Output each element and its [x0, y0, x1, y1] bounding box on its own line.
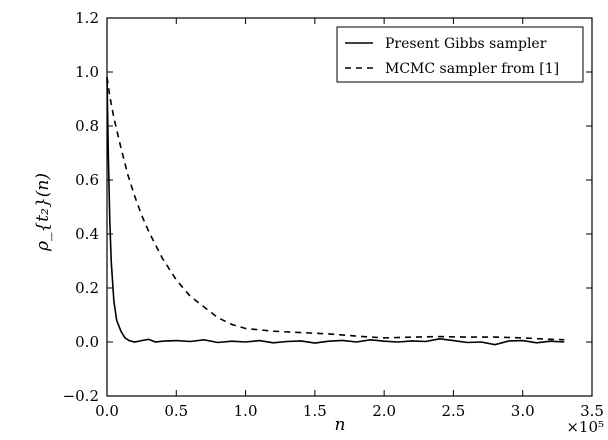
x-axis-multiplier: ×10⁵	[566, 418, 604, 436]
axis-ticks: 0.0 0.5 1.0 1.5 2.0 2.5 3.0 3.5−0.20.00.20.40.6…	[63, 9, 604, 420]
x-tick-label: 3.0	[511, 402, 535, 420]
y-tick-label: −0.2	[63, 387, 99, 405]
y-tick-label: 0.4	[75, 225, 99, 243]
legend: Present Gibbs sampler MCMC sampler from …	[336, 26, 584, 83]
x-tick-label: 2.5	[441, 402, 465, 420]
legend-label-gibbs: Present Gibbs sampler	[385, 36, 547, 52]
y-axis-label: ρ_{t₂}(n)	[33, 173, 53, 252]
plot-frame	[106, 17, 593, 397]
x-axis-label: n	[335, 415, 346, 435]
y-tick-label: 1.0	[75, 63, 99, 81]
y-tick-label: 1.2	[75, 9, 99, 27]
x-tick-label: 1.0	[234, 402, 258, 420]
x-tick-label: 3.5	[580, 402, 604, 420]
series-layer	[106, 77, 565, 346]
legend-label-mcmc: MCMC sampler from [1]	[385, 61, 559, 77]
legend-box	[336, 26, 584, 83]
x-tick-label: 2.0	[372, 402, 396, 420]
y-tick-label: 0.8	[75, 117, 99, 135]
x-tick-label: 1.5	[303, 402, 327, 420]
x-tick-label: 0.0	[95, 402, 119, 420]
y-tick-label: 0.2	[75, 279, 99, 297]
series-line-mcmc	[106, 77, 565, 341]
x-tick-label: 0.5	[164, 402, 188, 420]
y-tick-label: 0.6	[75, 171, 99, 189]
y-tick-label: 0.0	[75, 333, 99, 351]
series-line-gibbs	[106, 77, 565, 346]
